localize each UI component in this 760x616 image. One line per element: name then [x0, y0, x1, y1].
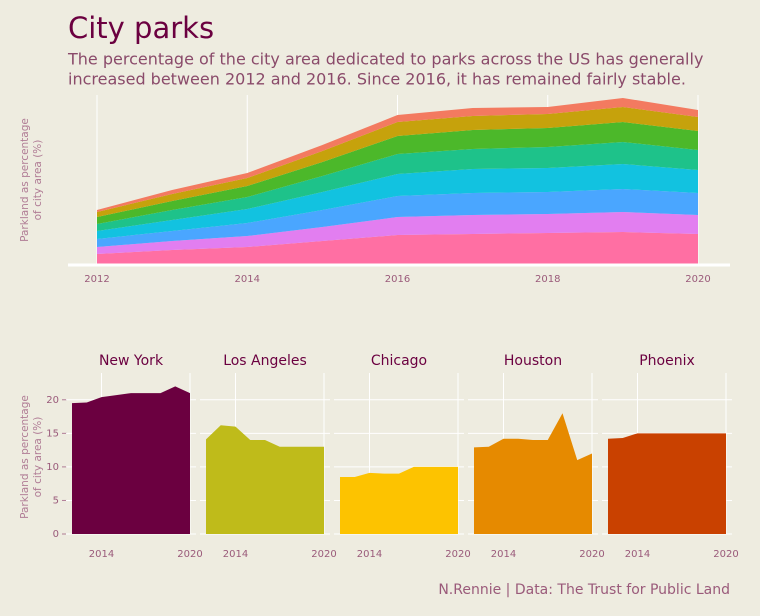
y-tick-label: 20 [46, 395, 59, 406]
x-tick-label: 2020 [579, 549, 604, 560]
y-tick-label: 15 [46, 428, 59, 439]
y-axis-label: of city area (%) [32, 140, 44, 221]
area-band [97, 232, 698, 265]
y-axis-label: Parkland as percentage [19, 118, 31, 242]
x-tick-label: 2014 [223, 549, 248, 560]
x-tick-label: 2014 [89, 549, 114, 560]
area-band [97, 98, 698, 212]
area-band [97, 122, 698, 224]
x-tick-label: 2018 [535, 274, 560, 285]
area [72, 386, 190, 534]
x-tick-label: 2014 [491, 549, 516, 560]
x-tick-label: 2020 [685, 274, 710, 285]
area-band [97, 107, 698, 217]
x-tick-label: 2014 [235, 274, 260, 285]
subtitle: increased between 2012 and 2016. Since 2… [68, 70, 686, 89]
area [340, 466, 458, 534]
y-tick-label: 10 [46, 462, 59, 473]
y-axis-label: Parkland as percentage [19, 395, 31, 519]
x-tick-label: 2020 [177, 549, 202, 560]
area-band [97, 189, 698, 247]
x-tick-label: 2016 [385, 274, 410, 285]
area [474, 413, 592, 534]
panel-title: Chicago [371, 353, 427, 369]
title: City parks [68, 11, 214, 45]
panel-title: Phoenix [639, 353, 695, 369]
panel-title: New York [99, 353, 164, 369]
x-tick-label: 2020 [445, 549, 470, 560]
x-tick-label: 2012 [84, 274, 109, 285]
x-tick-label: 2020 [713, 549, 738, 560]
area-band [97, 142, 698, 231]
x-tick-label: 2014 [357, 549, 382, 560]
x-tick-label: 2014 [625, 549, 650, 560]
panel-title: Houston [504, 353, 562, 369]
area [608, 433, 726, 534]
area-band [97, 212, 698, 254]
area [206, 425, 324, 534]
area-band [97, 164, 698, 239]
x-tick-label: 2020 [311, 549, 336, 560]
y-tick-label: 5 [53, 495, 59, 506]
y-axis-label: of city area (%) [32, 417, 44, 498]
y-tick-label: 0 [53, 529, 59, 540]
panel-title: Los Angeles [223, 353, 307, 369]
subtitle: The percentage of the city area dedicate… [67, 50, 703, 69]
caption: N.Rennie | Data: The Trust for Public La… [438, 582, 730, 598]
